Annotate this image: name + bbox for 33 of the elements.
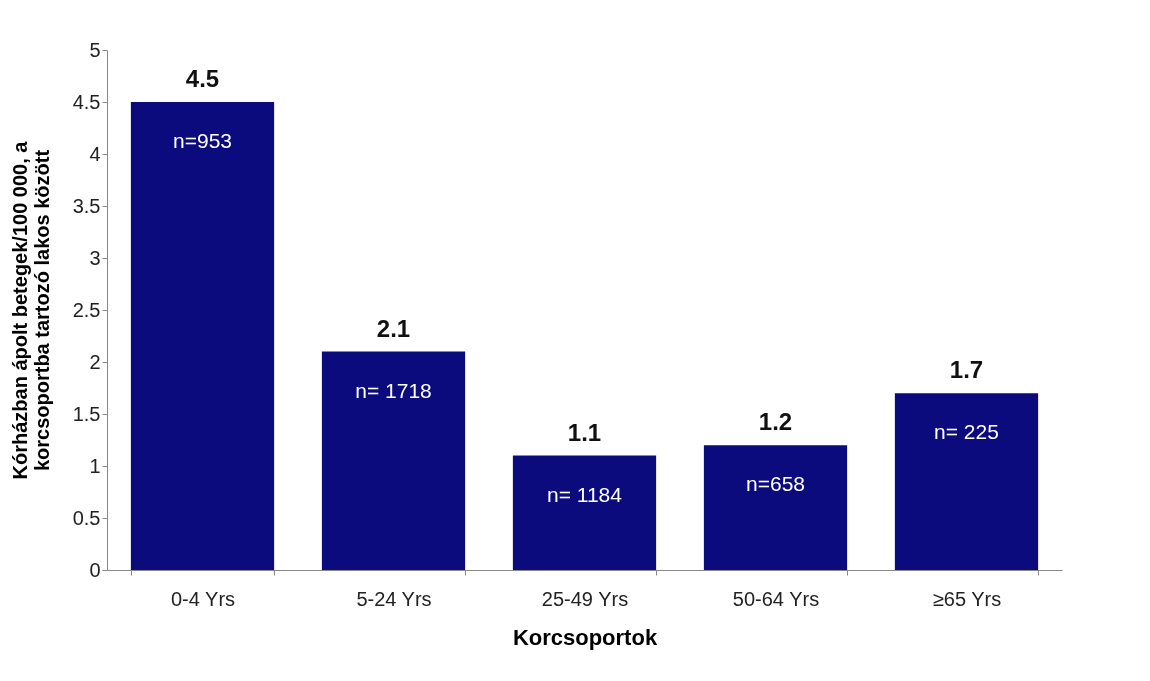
x-tick-label: ≥65 Yrs — [932, 587, 1002, 610]
data-label: 2.1 — [376, 314, 411, 342]
y-axis-title: Kórházban ápolt betegek/100 000, a korcsoportba tartozó lakos között — [8, 140, 53, 480]
y-tick-label: 0 — [89, 558, 101, 581]
y-tick-label: 0.5 — [72, 506, 101, 529]
y-tick-label: 3.5 — [72, 194, 101, 217]
y-tick-label: 2 — [89, 350, 101, 373]
x-tick-label: 0-4 Yrs — [170, 587, 236, 610]
bar — [512, 455, 657, 570]
y-tick-label: 1.5 — [72, 402, 101, 425]
x-axis-title: Korcsoportok — [512, 624, 658, 650]
y-tick-label: 4.5 — [72, 90, 101, 113]
x-tick-label: 50-64 Yrs — [732, 587, 820, 610]
data-label: 4.5 — [185, 65, 220, 92]
annotation: n=658 — [746, 472, 805, 496]
y-tick-label: 2.5 — [72, 298, 101, 321]
x-tick-label: 5-24 Yrs — [356, 587, 432, 610]
bar — [894, 393, 1039, 570]
x-tick-label: 25-49 Yrs — [541, 587, 629, 610]
annotation: n=953 — [173, 129, 232, 152]
annotation: n= 1718 — [355, 378, 432, 402]
bar — [321, 351, 466, 570]
y-tick-label: 4 — [89, 142, 101, 165]
bar — [703, 445, 848, 570]
data-label: 1.2 — [758, 408, 793, 436]
annotation: n= 225 — [934, 420, 999, 444]
y-tick-label: 1 — [89, 454, 101, 477]
y-tick-label: 5 — [89, 38, 101, 61]
bar — [130, 102, 275, 570]
y-tick-label: 3 — [89, 246, 101, 269]
data-label: 1.7 — [949, 356, 984, 384]
data-label: 1.1 — [567, 418, 602, 446]
annotation: n= 1184 — [547, 482, 623, 506]
